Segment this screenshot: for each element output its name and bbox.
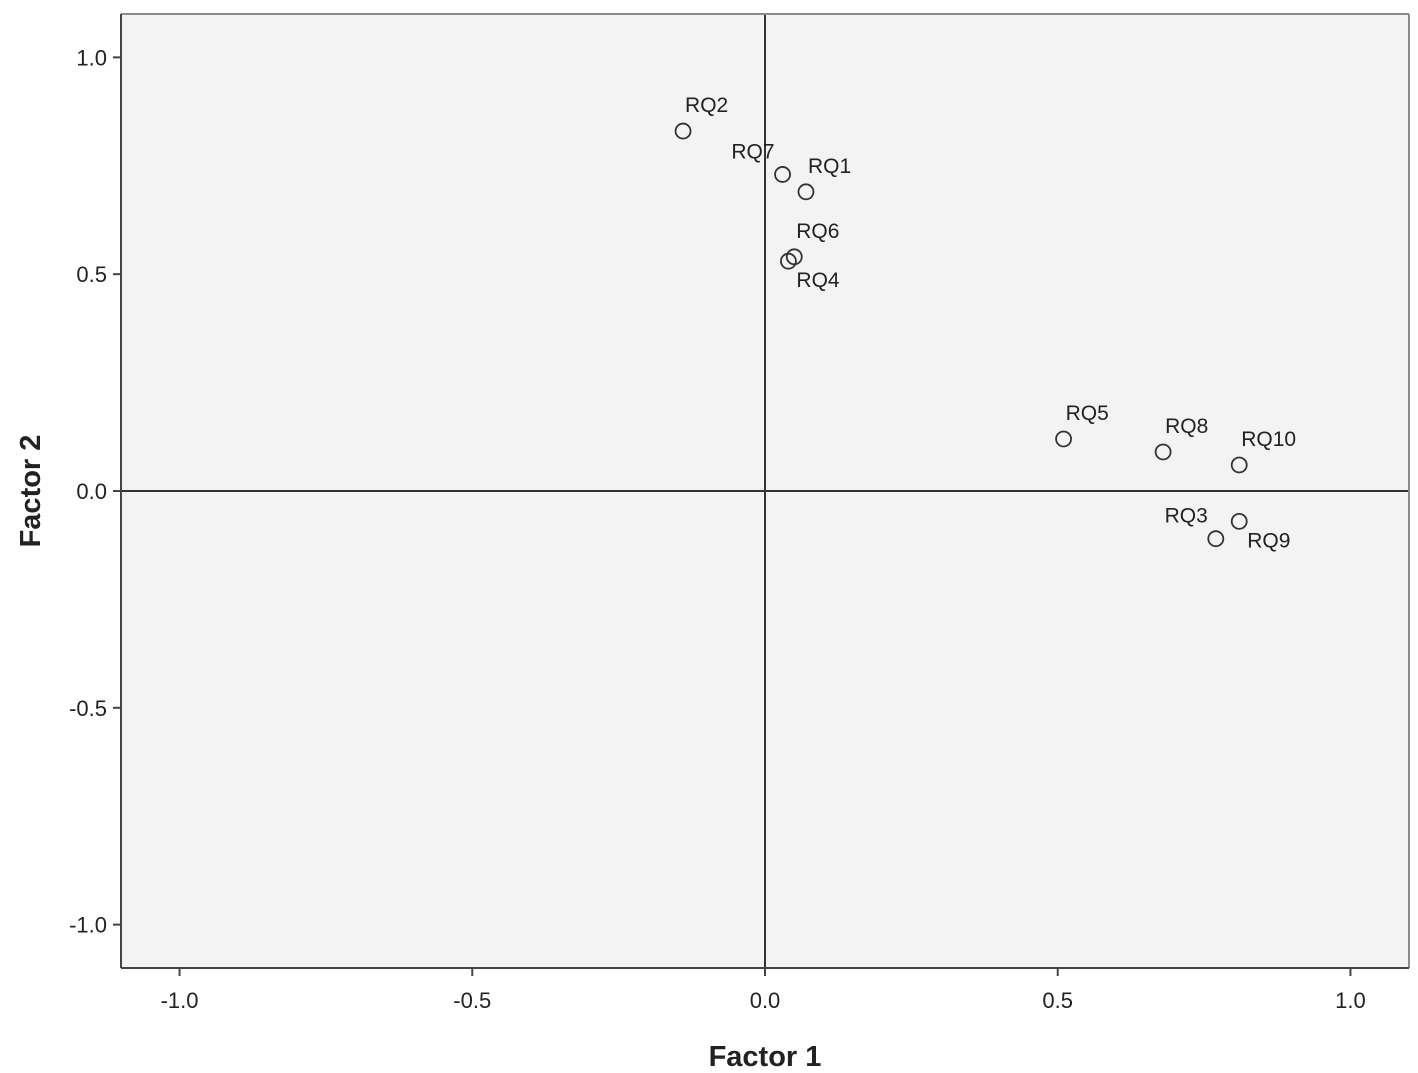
point-marker	[774, 166, 791, 183]
x-tick-label: -0.5	[453, 988, 491, 1013]
x-axis-ticks: -1.0 -0.5 0.0 0.5 1.0	[161, 968, 1366, 1013]
point-marker	[1230, 512, 1248, 530]
point-label: RQ2	[685, 94, 728, 117]
data-point: RQ5	[1055, 402, 1109, 448]
y-tick-label: -0.5	[69, 696, 107, 721]
data-point: RQ3	[1165, 505, 1225, 548]
point-marker	[1154, 443, 1172, 461]
x-tick-label: -1.0	[161, 988, 199, 1013]
point-marker	[785, 248, 803, 266]
data-point: RQ10	[1230, 428, 1296, 474]
data-point: RQ8	[1154, 415, 1208, 461]
point-label: RQ1	[808, 155, 851, 178]
point-label: RQ10	[1241, 428, 1296, 451]
point-label: RQ3	[1165, 505, 1208, 528]
y-tick-label: 0.5	[76, 262, 107, 287]
data-points: RQ1 RQ2 RQ3 RQ4 RQ5 RQ6 RQ7 RQ8 RQ9 RQ10	[674, 94, 1296, 552]
y-axis-title: Factor 2	[15, 435, 47, 548]
point-marker	[674, 122, 692, 140]
x-axis-title: Factor 1	[709, 1041, 822, 1073]
y-axis-ticks: -1.0 -0.5 0.0 0.5 1.0	[69, 45, 121, 938]
x-tick-label: 0.0	[750, 988, 781, 1013]
data-point: RQ1	[797, 155, 851, 201]
point-marker	[797, 183, 815, 201]
point-marker	[1055, 430, 1072, 448]
reference-lines	[121, 14, 1409, 968]
data-point: RQ6	[785, 220, 839, 266]
point-marker	[1207, 530, 1225, 548]
point-label: RQ8	[1165, 415, 1208, 438]
data-point: RQ2	[674, 94, 728, 140]
x-tick-label: 0.5	[1042, 988, 1073, 1013]
data-point: RQ9	[1230, 512, 1290, 552]
point-label: RQ5	[1066, 402, 1109, 425]
point-label: RQ4	[796, 269, 840, 292]
y-tick-label: -1.0	[69, 913, 107, 938]
point-label: RQ7	[731, 140, 774, 163]
y-tick-label: 1.0	[76, 45, 107, 70]
point-marker	[1230, 456, 1248, 474]
y-tick-label: 0.0	[76, 479, 107, 504]
point-label: RQ9	[1247, 529, 1290, 552]
data-point: RQ7	[731, 140, 791, 183]
point-label: RQ6	[796, 220, 839, 243]
x-tick-label: 1.0	[1335, 988, 1366, 1013]
